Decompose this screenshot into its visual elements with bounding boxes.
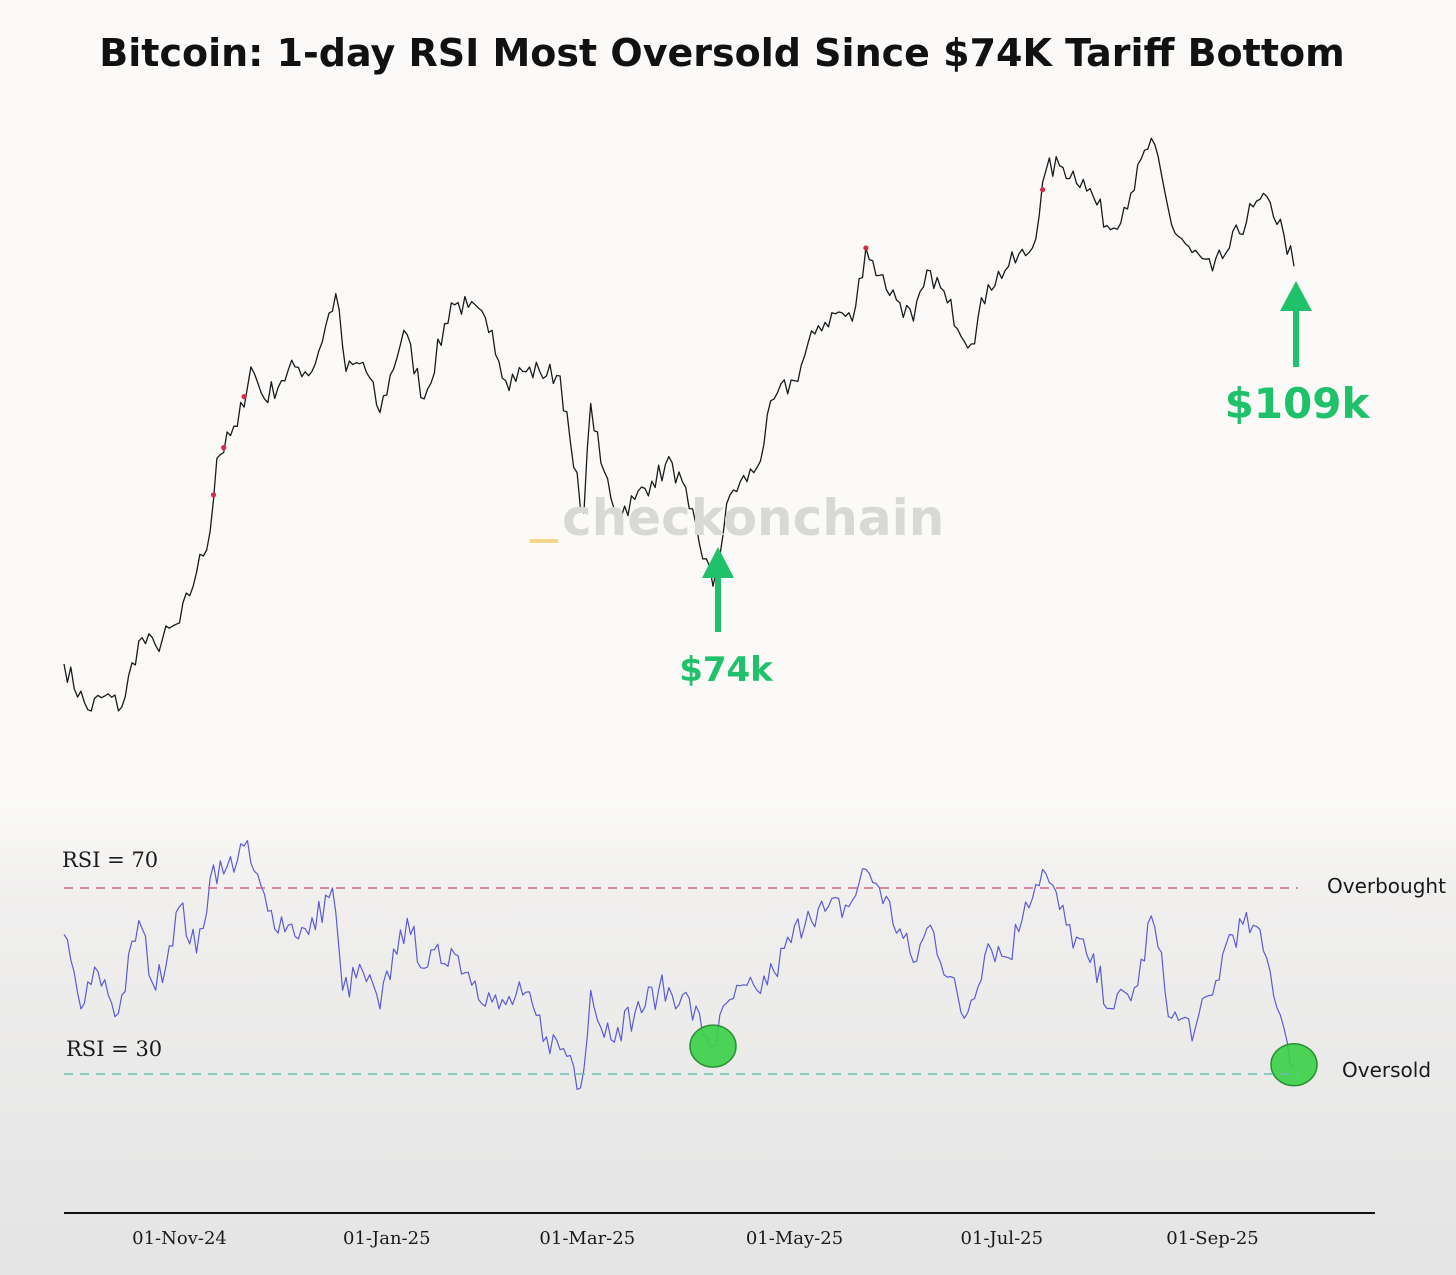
rsi-70-label: RSI = 70 [62, 848, 158, 872]
overbought-dot [241, 394, 247, 400]
watermark: checkonchain [562, 489, 944, 547]
price-series [63, 137, 1295, 712]
arrow-shaft [715, 574, 721, 632]
rsi-30-label: RSI = 30 [66, 1037, 162, 1061]
arrow-shaft [1293, 307, 1299, 367]
chart-title: Bitcoin: 1-day RSI Most Oversold Since $… [99, 31, 1344, 75]
callout-74k-label: $74k [679, 650, 774, 690]
price-line [63, 137, 1295, 712]
oversold-highlight-marker [1270, 1042, 1318, 1087]
x-axis-ticks: 01-Nov-24 01-Jan-25 01-Mar-25 01-May-25 01-J… [132, 1228, 1259, 1249]
oversold-label: Oversold [1342, 1058, 1431, 1082]
x-tick-label: 01-Mar-25 [539, 1228, 635, 1249]
callout-109k: $109k [1225, 281, 1371, 428]
overbought-dot [1040, 187, 1046, 193]
x-tick-label: 01-May-25 [746, 1228, 843, 1249]
overbought-dot [221, 445, 227, 451]
x-tick-label: 01-Jan-25 [343, 1228, 431, 1249]
rsi-line [63, 840, 1295, 1090]
oversold-highlight-marker [689, 1024, 737, 1068]
arrow-up-icon [702, 547, 734, 578]
overbought-dot [863, 245, 869, 251]
overbought-dot [210, 492, 217, 498]
x-tick-label: 01-Nov-24 [132, 1228, 227, 1249]
x-tick-label: 01-Sep-25 [1166, 1228, 1258, 1249]
x-tick-label: 01-Jul-25 [961, 1228, 1044, 1249]
callout-74k: $74k [679, 547, 774, 690]
callout-109k-label: $109k [1225, 379, 1371, 428]
rsi-series [63, 840, 1318, 1090]
watermark-underline [530, 539, 558, 543]
arrow-up-icon [1280, 281, 1312, 311]
overbought-label: Overbought [1327, 874, 1446, 898]
